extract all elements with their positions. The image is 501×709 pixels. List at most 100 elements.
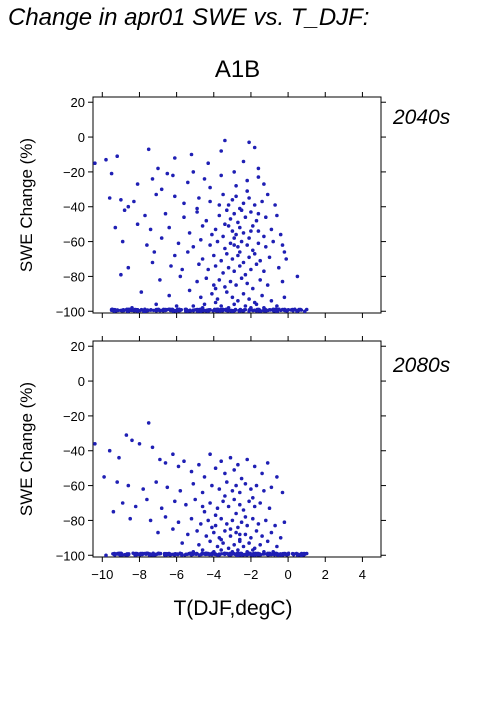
scatter-point bbox=[171, 452, 175, 457]
scatter-point bbox=[230, 229, 235, 233]
scatter-point bbox=[130, 438, 134, 443]
scatter-point bbox=[226, 224, 231, 228]
scatter-point bbox=[265, 539, 270, 544]
scatter-point bbox=[269, 485, 274, 490]
scatter-point bbox=[239, 208, 244, 212]
scatter-point bbox=[146, 147, 151, 152]
scatter-point bbox=[233, 308, 237, 313]
scatter-point bbox=[109, 307, 114, 312]
scatter-point bbox=[202, 509, 207, 514]
scatter-point bbox=[184, 502, 188, 507]
y-tick-label: −40 bbox=[63, 444, 85, 459]
scatter-point bbox=[239, 551, 244, 556]
scatter-point bbox=[174, 304, 179, 308]
scatter-point bbox=[189, 553, 194, 557]
scatter-point bbox=[178, 274, 183, 279]
y-tick-label: −60 bbox=[63, 235, 85, 250]
scatter-point bbox=[256, 166, 261, 171]
scatter-point bbox=[210, 525, 214, 530]
scatter-point bbox=[256, 229, 261, 233]
scatter-point bbox=[213, 523, 218, 528]
scatter-point bbox=[109, 171, 114, 176]
scatter-point bbox=[150, 177, 155, 181]
scatter-point bbox=[208, 308, 212, 312]
scatter-point bbox=[238, 250, 242, 254]
scatter-point bbox=[199, 552, 204, 557]
scatter-point bbox=[234, 232, 238, 237]
scatter-point bbox=[173, 253, 177, 258]
scatter-point bbox=[277, 265, 281, 270]
scatter-point bbox=[298, 307, 303, 312]
scatter-point bbox=[177, 308, 181, 312]
scatter-point bbox=[245, 178, 249, 183]
scatter-point bbox=[135, 552, 139, 557]
scatter-point bbox=[245, 523, 249, 528]
scatter-point bbox=[234, 530, 238, 535]
scatter-point bbox=[200, 224, 205, 228]
scatter-point bbox=[247, 236, 251, 240]
scatter-point bbox=[247, 499, 251, 504]
scatter-point bbox=[167, 293, 171, 298]
scatter-point bbox=[120, 553, 125, 557]
scatter-point bbox=[152, 250, 157, 254]
scatter-point bbox=[176, 464, 181, 469]
scatter-point bbox=[247, 140, 251, 145]
scatter-point bbox=[167, 551, 171, 556]
scatter-point bbox=[163, 307, 168, 312]
panel-label-2040s: 2040s bbox=[393, 106, 451, 129]
scatter-point bbox=[269, 299, 274, 303]
scatter-point bbox=[252, 504, 257, 509]
scatter-point bbox=[125, 552, 129, 556]
scatter-point bbox=[191, 245, 196, 249]
scatter-point bbox=[249, 267, 253, 272]
scatter-point bbox=[150, 445, 155, 450]
scatter-point bbox=[256, 522, 261, 526]
scatter-point bbox=[149, 308, 153, 312]
scatter-point bbox=[232, 543, 236, 547]
scatter-point bbox=[111, 509, 116, 514]
scatter-point bbox=[197, 262, 201, 267]
scatter-point bbox=[137, 442, 142, 446]
scatter-point bbox=[111, 552, 115, 556]
scatter-point bbox=[304, 551, 309, 556]
scatter-point bbox=[249, 536, 253, 540]
scatter-point bbox=[235, 553, 240, 557]
scatter-point bbox=[213, 466, 218, 471]
scatter-point bbox=[197, 543, 201, 547]
scatter-point bbox=[238, 502, 242, 507]
scatter-point bbox=[223, 471, 227, 476]
scatter-point bbox=[271, 239, 276, 244]
scatter-point bbox=[145, 243, 149, 247]
scatter-point bbox=[245, 281, 249, 286]
x-axis-title: T(DJF,degC) bbox=[173, 597, 292, 620]
scatter-point bbox=[247, 255, 251, 260]
scatter-point bbox=[212, 253, 216, 258]
scatter-point bbox=[104, 553, 108, 558]
scatter-point bbox=[221, 499, 225, 504]
scatter-point bbox=[186, 532, 190, 537]
scatter-point bbox=[191, 170, 196, 174]
scatter-point bbox=[252, 252, 257, 256]
scatter-point bbox=[182, 201, 186, 206]
scatter-point bbox=[243, 532, 248, 537]
scatter-point bbox=[218, 553, 222, 557]
scatter-point bbox=[176, 241, 181, 246]
scatter-point bbox=[226, 265, 231, 270]
y-tick-label: 20 bbox=[71, 95, 85, 110]
scatter-point bbox=[148, 227, 153, 232]
scatter-point bbox=[180, 267, 184, 272]
scatter-point bbox=[171, 527, 175, 531]
scatter-point bbox=[245, 553, 249, 557]
scatter-point bbox=[212, 530, 216, 535]
scatter-point bbox=[262, 269, 266, 274]
scatter-point bbox=[243, 215, 248, 219]
scatter-point bbox=[165, 171, 170, 176]
scatter-point bbox=[186, 250, 190, 254]
panel-label-2080s: 2080s bbox=[393, 354, 451, 377]
scatter-point bbox=[130, 306, 134, 310]
scatter-point bbox=[215, 239, 220, 244]
scatter-point bbox=[225, 480, 229, 484]
scatter-point bbox=[230, 295, 235, 300]
scatter-point bbox=[213, 264, 218, 268]
scatter-point bbox=[173, 156, 177, 160]
